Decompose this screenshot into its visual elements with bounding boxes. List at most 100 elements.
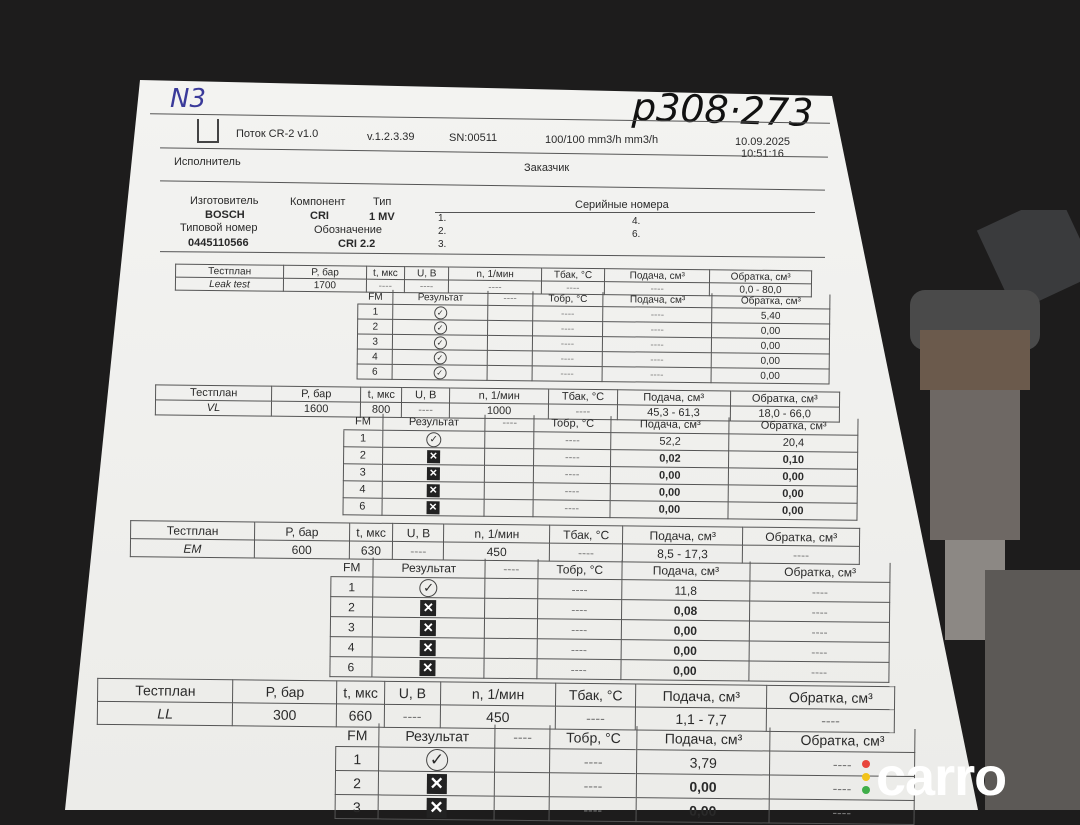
type-value: 1 MV xyxy=(369,211,395,223)
type-number-label: Типовой номер xyxy=(180,222,258,234)
feed-value: 0,00 xyxy=(636,773,770,800)
column-header-feed: Подача, см³ xyxy=(603,292,712,308)
manufacturer-value: BOSCH xyxy=(205,209,245,221)
return-temp-value: ---- xyxy=(549,796,637,822)
column-header-return-range: Обратка, см³ xyxy=(729,390,840,408)
return-value: 0,00 xyxy=(711,337,830,354)
column-header-blank: ---- xyxy=(485,414,535,432)
fail-x-icon: ✕ xyxy=(426,449,441,463)
fail-x-icon: ✕ xyxy=(426,797,447,818)
result-cell: ✕ xyxy=(381,464,485,483)
program-name: Поток CR-2 v1.0 xyxy=(236,128,319,140)
manufacturer-label: Изготовитель xyxy=(190,195,259,207)
result-cell: ✓ xyxy=(392,364,487,381)
column-header-time: t, мкс xyxy=(336,680,385,705)
designation-label: Обозначение xyxy=(314,224,383,236)
result-cell: ✕ xyxy=(371,657,484,679)
units: 100/100 mm3/h mm3/h xyxy=(545,134,659,146)
check-pass-icon: ✓ xyxy=(433,320,447,334)
check-pass-icon: ✓ xyxy=(419,578,438,597)
program-version: v.1.2.3.39 xyxy=(367,131,415,143)
blank-cell xyxy=(486,350,532,366)
column-header-feed: Подача, см³ xyxy=(636,726,771,752)
blank-cell xyxy=(484,598,538,619)
column-header-speed: n, 1/мин xyxy=(449,387,549,405)
return-temp-value: ---- xyxy=(537,578,622,600)
column-header-fm: FM xyxy=(343,413,383,431)
column-header-return-range: Обратка, см³ xyxy=(766,685,895,710)
column-header-speed: n, 1/мин xyxy=(440,681,556,707)
fuel-injector-photo xyxy=(890,192,1080,810)
component-value: CRI xyxy=(310,210,329,222)
column-header-return-range: Обратка, см³ xyxy=(709,269,812,284)
fm-number: 6 xyxy=(357,364,393,380)
result-cell: ✓ xyxy=(382,430,486,449)
blank-cell xyxy=(484,499,534,517)
return-value: ---- xyxy=(749,580,890,603)
fail-x-icon: ✕ xyxy=(419,659,436,676)
feed-value: 0,00 xyxy=(610,483,729,502)
fm-number: 4 xyxy=(330,636,373,658)
fm-number: 1 xyxy=(330,576,373,598)
fail-x-icon: ✕ xyxy=(426,466,440,480)
column-header-speed: n, 1/мин xyxy=(443,523,550,544)
column-header-tank-temp: Tбак, °C xyxy=(541,267,605,282)
feed-value: ---- xyxy=(602,366,712,383)
column-header-time: t, мкс xyxy=(366,266,405,280)
result-cell: ✓ xyxy=(372,577,485,599)
fm-number: 3 xyxy=(335,794,379,819)
return-temp-value: ---- xyxy=(531,350,603,367)
fm-number: 3 xyxy=(343,463,383,482)
return-value: 0,00 xyxy=(728,501,858,521)
column-header-fm: FM xyxy=(357,289,394,305)
executor-label: Исполнитель xyxy=(174,156,241,168)
return-value: 0,00 xyxy=(711,322,830,339)
feed-value: 0,00 xyxy=(636,797,770,824)
column-header-feed: Подача, см³ xyxy=(621,560,751,581)
column-header-blank: ---- xyxy=(484,558,538,579)
column-header-voltage: U, В xyxy=(404,266,450,281)
result-cell: ✓ xyxy=(378,746,495,773)
column-header-return-temp: Тобр, °C xyxy=(532,291,604,307)
blank-cell xyxy=(485,431,535,449)
return-value: 0,00 xyxy=(728,484,858,504)
blank-cell xyxy=(483,658,537,679)
traffic-light-dots-icon xyxy=(862,760,870,794)
feed-value: 0,08 xyxy=(621,599,750,621)
check-pass-icon: ✓ xyxy=(425,748,449,771)
fm-results-table: FM Результат ---- Тобр, °C Подача, см³ Обратк… xyxy=(329,557,891,683)
return-temp-value: ---- xyxy=(533,499,611,518)
column-header-feed-range: Подача, см³ xyxy=(635,683,768,709)
feed-value: 0,00 xyxy=(610,500,729,519)
check-pass-icon: ✓ xyxy=(433,305,447,319)
column-header-return-temp: Тобр, °C xyxy=(537,559,622,580)
return-value: ---- xyxy=(749,660,890,683)
column-header-return: Обратка, см³ xyxy=(729,417,859,436)
return-temp-value: ---- xyxy=(536,638,621,660)
check-pass-icon: ✓ xyxy=(433,365,447,379)
return-value: ---- xyxy=(749,640,890,663)
fm-number: 2 xyxy=(330,596,373,618)
result-cell: ✓ xyxy=(393,304,488,321)
return-temp-value: ---- xyxy=(537,598,622,620)
fail-x-icon: ✕ xyxy=(420,619,437,636)
blank-cell xyxy=(494,748,550,773)
blank-cell xyxy=(487,305,533,321)
blank-cell xyxy=(484,482,534,500)
report-date: 10.09.2025 xyxy=(735,136,791,148)
column-header-pressure: P, бар xyxy=(271,386,361,403)
return-temp-value: ---- xyxy=(549,748,637,774)
blank-cell xyxy=(484,618,538,639)
column-header-result: Результат xyxy=(379,723,496,749)
fm-number: 6 xyxy=(329,656,373,678)
result-cell: ✕ xyxy=(372,597,485,619)
serial-2: 2. xyxy=(438,226,447,237)
return-value: 20,4 xyxy=(729,433,858,453)
result-cell: ✕ xyxy=(382,447,486,466)
return-value: 0,10 xyxy=(728,450,858,470)
column-header-time: t, мкс xyxy=(349,522,394,542)
fail-x-icon: ✕ xyxy=(426,500,440,514)
return-temp-value: ---- xyxy=(533,465,611,484)
result-cell: ✕ xyxy=(378,770,495,797)
